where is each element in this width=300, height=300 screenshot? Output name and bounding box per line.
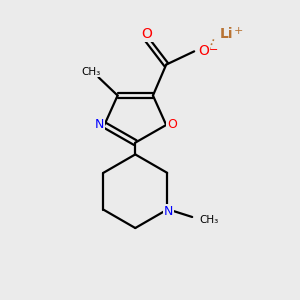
Text: N: N	[164, 205, 173, 218]
Text: Li: Li	[220, 27, 233, 41]
Text: N: N	[94, 118, 104, 131]
Text: O: O	[142, 27, 152, 41]
Text: CH₃: CH₃	[82, 67, 101, 77]
Text: O: O	[199, 44, 209, 58]
Text: +: +	[234, 26, 244, 36]
Text: −: −	[208, 45, 218, 55]
Text: O: O	[167, 118, 177, 131]
Text: CH₃: CH₃	[200, 215, 219, 225]
